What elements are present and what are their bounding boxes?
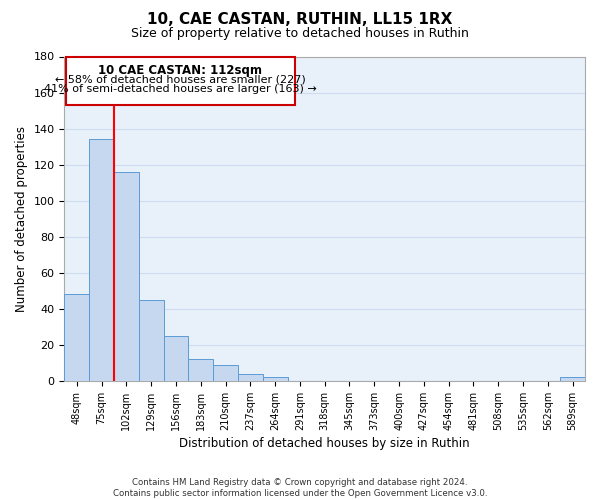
- Text: 10, CAE CASTAN, RUTHIN, LL15 1RX: 10, CAE CASTAN, RUTHIN, LL15 1RX: [148, 12, 452, 28]
- X-axis label: Distribution of detached houses by size in Ruthin: Distribution of detached houses by size …: [179, 437, 470, 450]
- Bar: [139, 300, 164, 381]
- Bar: [89, 140, 114, 381]
- Text: 41% of semi-detached houses are larger (163) →: 41% of semi-detached houses are larger (…: [44, 84, 317, 94]
- Bar: [188, 360, 213, 381]
- Text: 10 CAE CASTAN: 112sqm: 10 CAE CASTAN: 112sqm: [98, 64, 262, 76]
- Bar: [213, 364, 238, 381]
- Bar: [114, 172, 139, 381]
- Text: ← 58% of detached houses are smaller (227): ← 58% of detached houses are smaller (22…: [55, 74, 305, 85]
- Y-axis label: Number of detached properties: Number of detached properties: [15, 126, 28, 312]
- Bar: [64, 294, 89, 381]
- Bar: [164, 336, 188, 381]
- FancyBboxPatch shape: [65, 58, 295, 105]
- Bar: [560, 378, 585, 381]
- Text: Contains HM Land Registry data © Crown copyright and database right 2024.
Contai: Contains HM Land Registry data © Crown c…: [113, 478, 487, 498]
- Bar: [263, 378, 287, 381]
- Bar: [238, 374, 263, 381]
- Text: Size of property relative to detached houses in Ruthin: Size of property relative to detached ho…: [131, 28, 469, 40]
